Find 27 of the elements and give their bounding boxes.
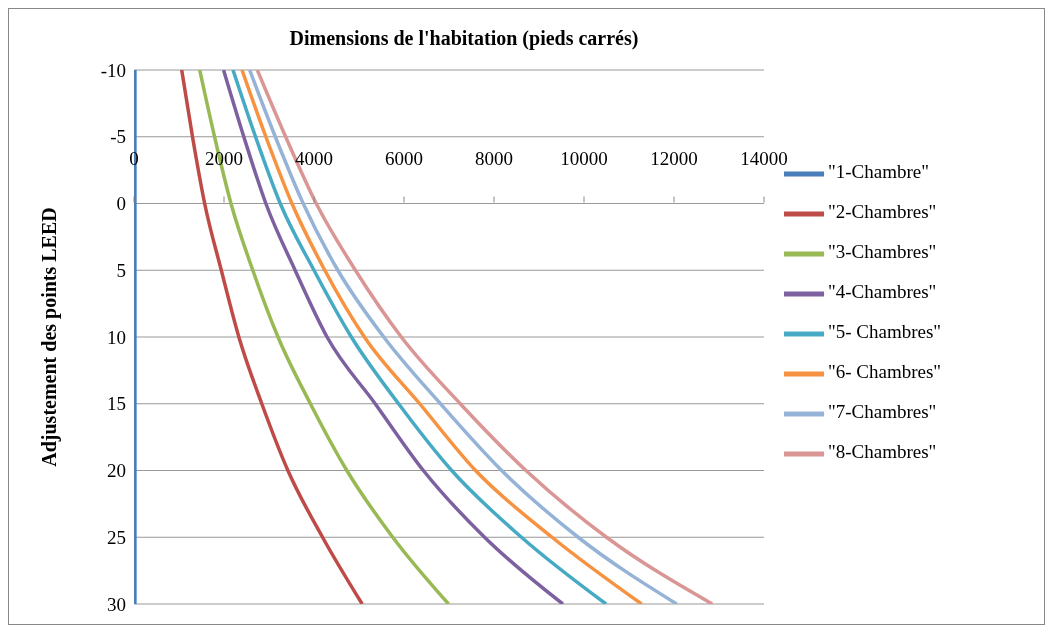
y-tick-label: -10 (100, 59, 126, 81)
legend-label: "2-Chambres" (828, 201, 937, 223)
y-tick-label: 0 (116, 193, 126, 215)
legend-label: "4-Chambres" (828, 281, 937, 303)
legend-label: "3-Chambres" (828, 241, 937, 263)
y-tick-label: 5 (116, 259, 126, 281)
y-tick-label: 20 (107, 460, 126, 482)
legend-label: "5- Chambres" (828, 321, 942, 343)
y-tick-label: 10 (107, 326, 126, 348)
y-tick-label: -5 (110, 126, 126, 148)
x-tick-label: 4000 (295, 147, 333, 169)
y-axis-title: Adjustement des points LEED (38, 207, 62, 467)
x-tick-label: 14000 (740, 147, 788, 169)
legend-label: "6- Chambres" (828, 361, 942, 383)
legend-label: "7-Chambres" (828, 401, 937, 423)
line-series (179, 70, 364, 604)
legend-label: "8-Chambres" (828, 441, 937, 463)
y-tick-label: 15 (107, 393, 126, 415)
y-tick-label: 30 (107, 593, 126, 615)
x-tick-label: 12000 (650, 147, 698, 169)
x-tick-label: 8000 (475, 147, 513, 169)
legend-label: "1-Chambre" (828, 161, 929, 183)
x-axis-title: Dimensions de l'habitation (pieds carrés) (288, 27, 640, 50)
x-tick-label: 6000 (385, 147, 423, 169)
y-tick-label: 25 (107, 526, 126, 548)
line-series (197, 70, 451, 604)
x-tick-label: 10000 (560, 147, 608, 169)
